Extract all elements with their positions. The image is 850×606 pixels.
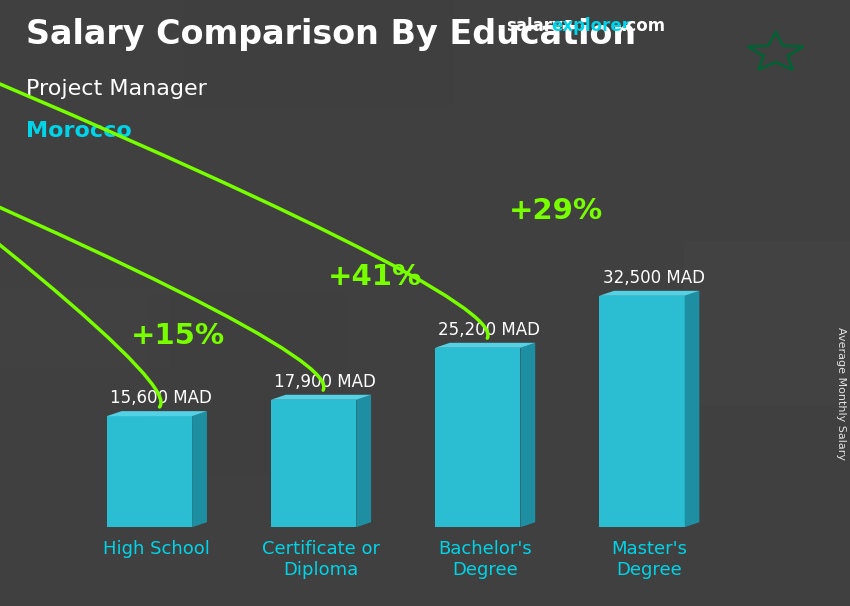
- Polygon shape: [356, 395, 371, 527]
- Polygon shape: [107, 416, 192, 527]
- Text: Certificate or
Diploma: Certificate or Diploma: [262, 540, 380, 579]
- Text: .com: .com: [620, 17, 666, 35]
- Text: +29%: +29%: [508, 196, 603, 225]
- Text: 17,900 MAD: 17,900 MAD: [275, 373, 376, 390]
- Polygon shape: [684, 291, 700, 527]
- Text: +15%: +15%: [131, 322, 225, 350]
- Text: explorer: explorer: [551, 17, 630, 35]
- Text: Average Monthly Salary: Average Monthly Salary: [836, 327, 846, 461]
- Text: salary: salary: [506, 17, 563, 35]
- Polygon shape: [271, 400, 356, 527]
- Bar: [755, 58, 850, 145]
- Text: +41%: +41%: [328, 263, 422, 291]
- Text: 32,500 MAD: 32,500 MAD: [603, 268, 705, 287]
- Polygon shape: [192, 411, 207, 527]
- Polygon shape: [520, 343, 536, 527]
- Bar: [183, 0, 454, 105]
- Polygon shape: [435, 343, 536, 348]
- Text: Bachelor's
Degree: Bachelor's Degree: [439, 540, 532, 579]
- Polygon shape: [599, 291, 700, 296]
- Bar: [85, 99, 326, 285]
- Bar: [148, 294, 349, 474]
- Polygon shape: [435, 348, 520, 527]
- Text: 25,200 MAD: 25,200 MAD: [439, 321, 541, 339]
- Text: Salary Comparison By Education: Salary Comparison By Education: [26, 18, 636, 51]
- Text: 15,600 MAD: 15,600 MAD: [110, 389, 212, 407]
- Bar: [474, 531, 565, 606]
- Polygon shape: [599, 296, 684, 527]
- Bar: [683, 241, 850, 405]
- Text: High School: High School: [104, 540, 210, 558]
- Text: Project Manager: Project Manager: [26, 79, 207, 99]
- Text: Master's
Degree: Master's Degree: [611, 540, 688, 579]
- Text: Morocco: Morocco: [26, 121, 131, 141]
- Bar: [661, 0, 850, 74]
- Polygon shape: [107, 411, 207, 416]
- Bar: [0, 287, 170, 369]
- Polygon shape: [271, 395, 371, 400]
